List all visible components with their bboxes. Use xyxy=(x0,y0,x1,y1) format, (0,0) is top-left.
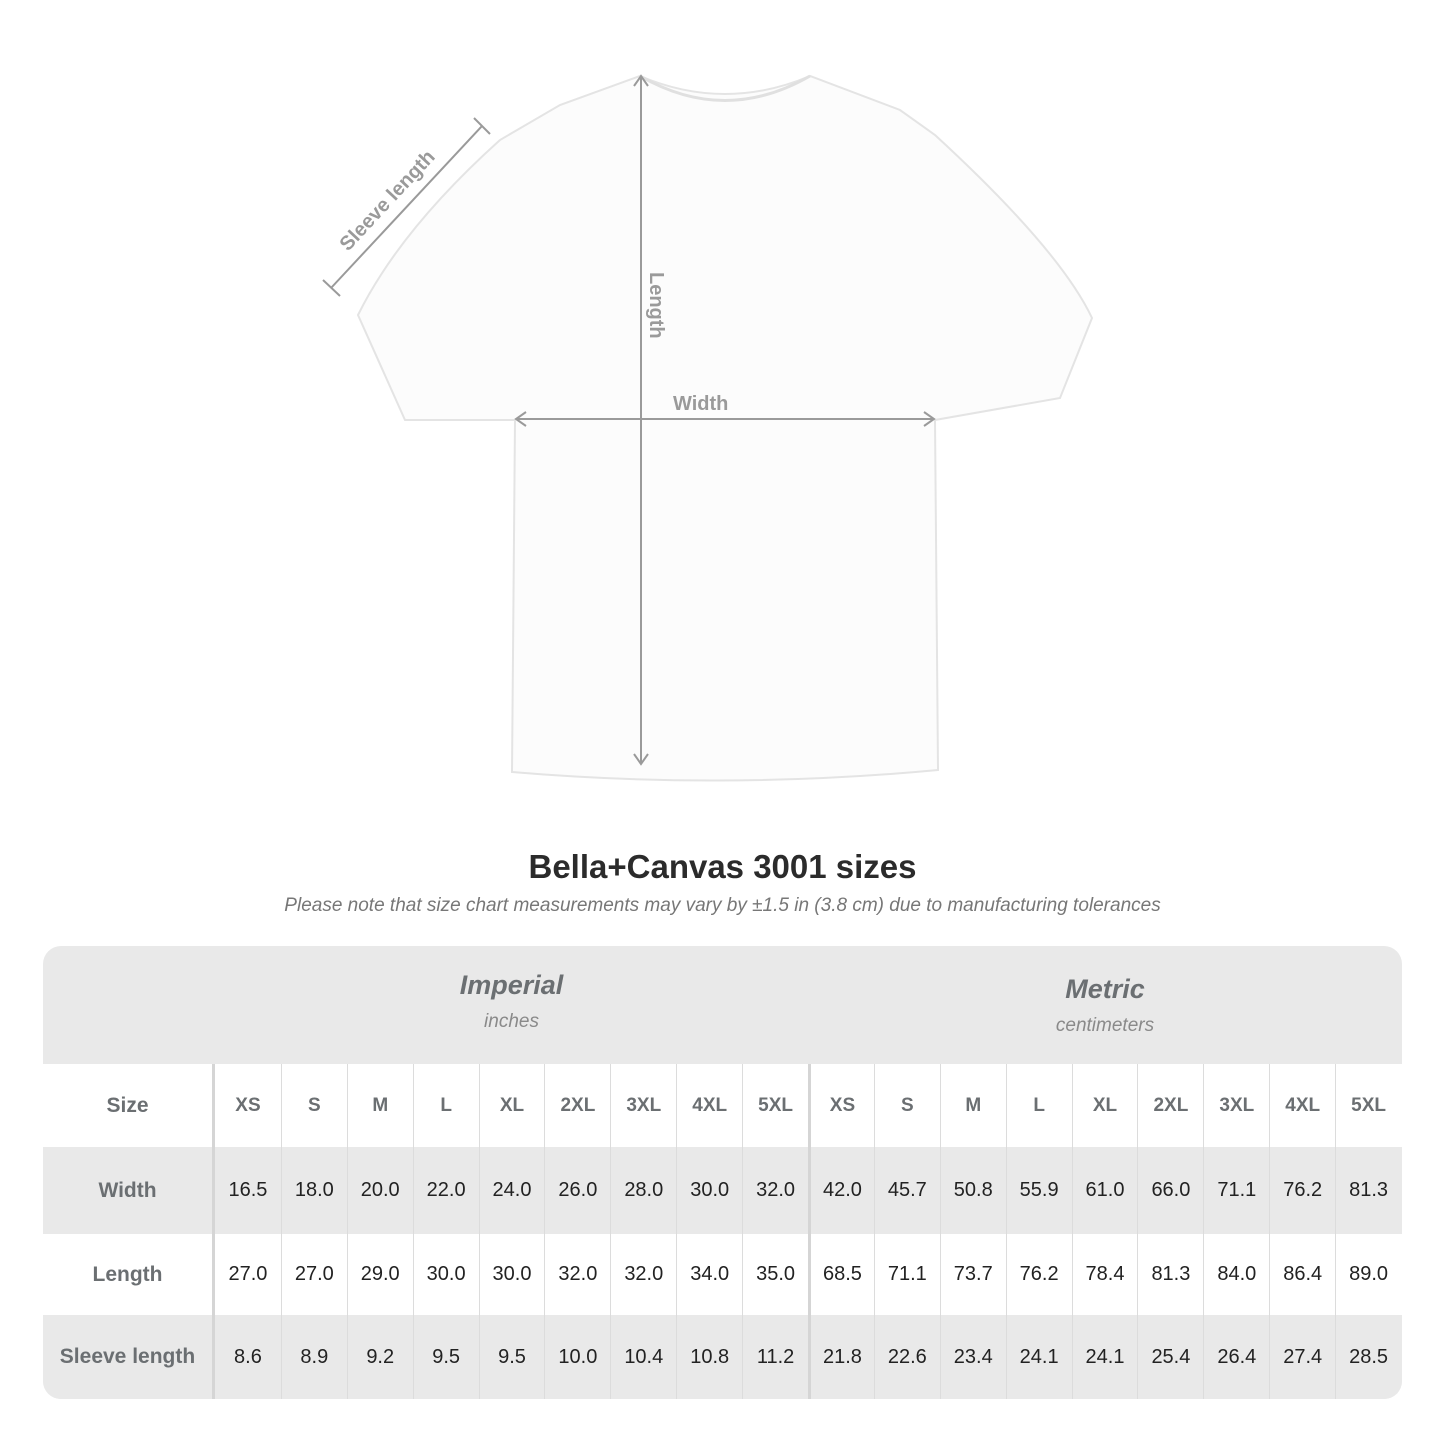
imperial-value-cell: 30.0 xyxy=(676,1147,742,1234)
size-header-imperial: L xyxy=(412,1064,479,1147)
row-label: Length xyxy=(43,1234,215,1315)
metric-value-cell: 76.2 xyxy=(1005,1234,1072,1315)
imperial-value-cell: 9.2 xyxy=(346,1315,413,1399)
metric-value-cell: 61.0 xyxy=(1071,1147,1138,1234)
imperial-value-cell: 8.6 xyxy=(234,1345,262,1368)
imperial-value-cell: 30.0 xyxy=(478,1234,545,1315)
size-header-imperial: S xyxy=(280,1064,347,1147)
metric-value-cell: 84.0 xyxy=(1203,1234,1269,1315)
imperial-value-cell: 24.0 xyxy=(478,1147,545,1234)
imperial-title: Imperial xyxy=(459,970,564,1000)
size-header-metric: 4XL xyxy=(1269,1064,1335,1147)
metric-value-cell: 27.4 xyxy=(1269,1315,1335,1399)
imperial-value-cell: 28.0 xyxy=(610,1147,676,1234)
table-row: Width 16.5 18.0 20.0 22.0 24.0 26.0 28.0 30.0 32.… xyxy=(43,1147,1402,1234)
metric-value-cell: 71.1 xyxy=(1203,1147,1269,1234)
metric-value-cell: 25.4 xyxy=(1137,1315,1203,1399)
metric-value-cell: 76.2 xyxy=(1269,1147,1335,1234)
metric-value-cell: 42.0 xyxy=(808,1147,874,1234)
metric-value-cell: 68.5 xyxy=(808,1234,874,1315)
size-header-metric: 3XL xyxy=(1203,1064,1269,1147)
tshirt-diagram: Sleeve length Length Width xyxy=(322,74,1094,782)
metric-value-cell: 50.8 xyxy=(939,1147,1006,1234)
imperial-value-cell: 32.0 xyxy=(742,1147,808,1234)
metric-title: Metric xyxy=(1065,974,1145,1004)
imperial-value-cell: 35.0 xyxy=(742,1234,808,1315)
length-label: Length xyxy=(645,272,667,339)
table-row: Length 27.0 27.0 29.0 30.0 30.0 32.0 32.0 34.0 35… xyxy=(43,1234,1402,1315)
metric-value-cell: 55.9 xyxy=(1005,1147,1072,1234)
size-header-metric: L xyxy=(1005,1064,1072,1147)
imperial-value-cell: 9.5 xyxy=(478,1315,545,1399)
metric-value-cell: 24.1 xyxy=(1071,1315,1138,1399)
size-header-imperial: 5XL xyxy=(742,1064,808,1147)
imperial-value-cell: 10.8 xyxy=(676,1315,742,1399)
size-header-imperial: XS xyxy=(235,1094,261,1116)
size-header-metric: 5XL xyxy=(1335,1064,1401,1147)
chart-title: Bella+Canvas 3001 sizes xyxy=(528,848,917,885)
imperial-value-cell: 22.0 xyxy=(412,1147,479,1234)
metric-value-cell: 21.8 xyxy=(808,1315,874,1399)
metric-value-cell: 28.5 xyxy=(1335,1315,1401,1399)
size-header-imperial: 3XL xyxy=(610,1064,676,1147)
row-label: Sleeve length xyxy=(43,1315,215,1399)
size-header-metric: S xyxy=(873,1064,940,1147)
metric-value-cell: 23.4 xyxy=(939,1315,1006,1399)
size-header-imperial: 2XL xyxy=(544,1064,610,1147)
metric-value-cell: 66.0 xyxy=(1137,1147,1203,1234)
metric-value-cell: 45.7 xyxy=(873,1147,940,1234)
imperial-value-cell: 32.0 xyxy=(610,1234,676,1315)
imperial-value-cell: 9.5 xyxy=(412,1315,479,1399)
tolerance-note: Please note that size chart measurements… xyxy=(284,895,1161,916)
imperial-value-cell: 34.0 xyxy=(676,1234,742,1315)
size-header-metric: XL xyxy=(1071,1064,1138,1147)
size-table: Imperial inches Metric centimeters Size X… xyxy=(43,946,1402,1399)
imperial-value-cell: 32.0 xyxy=(544,1234,610,1315)
size-header-imperial: XL xyxy=(478,1064,545,1147)
metric-value-cell: 24.1 xyxy=(1005,1315,1072,1399)
metric-unit: centimeters xyxy=(1055,1015,1155,1036)
metric-value-cell: 22.6 xyxy=(873,1315,940,1399)
tshirt-shape xyxy=(356,74,1094,782)
metric-value-cell: 71.1 xyxy=(873,1234,940,1315)
imperial-header: Imperial inches xyxy=(215,970,808,1088)
size-header-metric: M xyxy=(939,1064,1006,1147)
size-header-row: Size XS S M L XL 2XL 3XL 4XL 5XL XS S M L XL 2XL 3XL 4XL 5… xyxy=(43,1064,1402,1147)
size-header-metric: 2XL xyxy=(1137,1064,1203,1147)
metric-value-cell: 81.3 xyxy=(1335,1147,1401,1234)
size-header-imperial: M xyxy=(346,1064,413,1147)
imperial-value-cell: 29.0 xyxy=(346,1234,413,1315)
imperial-value-cell: 26.0 xyxy=(544,1147,610,1234)
row-label: Width xyxy=(43,1147,215,1234)
imperial-value-cell: 16.5 xyxy=(228,1179,268,1201)
imperial-value-cell: 8.9 xyxy=(280,1315,347,1399)
metric-value-cell: 73.7 xyxy=(939,1234,1006,1315)
row-label: Size xyxy=(43,1064,215,1147)
tshirt-collar xyxy=(639,74,811,102)
metric-value-cell: 78.4 xyxy=(1071,1234,1138,1315)
sleeve-length-arrow xyxy=(330,125,483,289)
imperial-value-cell: 18.0 xyxy=(280,1147,347,1234)
metric-value-cell: 26.4 xyxy=(1203,1315,1269,1399)
width-label: Width xyxy=(673,393,728,415)
imperial-value-cell: 10.0 xyxy=(544,1315,610,1399)
metric-value-cell: 86.4 xyxy=(1269,1234,1335,1315)
table-row: Sleeve length 8.6 8.9 9.2 9.5 9.5 10.0 10.4 10.8… xyxy=(43,1315,1402,1399)
size-header-metric: XS xyxy=(808,1064,874,1147)
imperial-value-cell: 10.4 xyxy=(610,1315,676,1399)
size-header-imperial: 4XL xyxy=(676,1064,742,1147)
metric-header: Metric centimeters xyxy=(808,974,1402,1092)
imperial-value-cell: 30.0 xyxy=(412,1234,479,1315)
metric-value-cell: 89.0 xyxy=(1335,1234,1401,1315)
imperial-unit: inches xyxy=(484,1011,539,1032)
imperial-value-cell: 27.0 xyxy=(228,1263,268,1285)
imperial-value-cell: 27.0 xyxy=(280,1234,347,1315)
imperial-value-cell: 11.2 xyxy=(742,1315,808,1399)
imperial-value-cell: 20.0 xyxy=(346,1147,413,1234)
metric-value-cell: 81.3 xyxy=(1137,1234,1203,1315)
